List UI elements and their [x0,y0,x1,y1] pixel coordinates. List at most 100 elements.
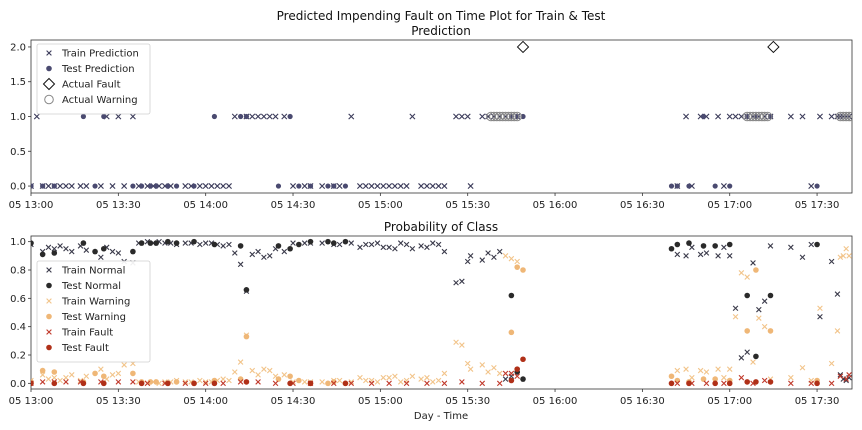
x-tick-label: 05 13:00 [9,396,54,407]
y-tick-label: 0.0 [10,182,26,193]
x-stroke [788,374,794,381]
data-point [130,248,136,255]
x-stroke [336,241,343,248]
x-stroke [83,183,90,190]
data-point [767,243,774,249]
data-point [506,111,517,122]
x-stroke [68,248,75,255]
data-point [418,183,425,190]
x-stroke [721,374,727,381]
data-point [51,380,58,387]
data-point [255,379,261,385]
x-stroke [272,373,279,380]
data-point [130,379,136,385]
x-stroke [738,355,745,361]
data-point [668,183,675,189]
data-point [516,40,530,54]
x-stroke [77,379,84,385]
x-stroke [744,274,750,280]
data-point [237,243,244,249]
data-point [750,359,756,365]
x-stroke [129,113,136,120]
data-point [674,367,681,374]
data-point [674,251,681,258]
data-point [721,374,727,381]
data-point [715,113,722,120]
data-point [744,328,750,334]
data-point [296,183,302,189]
x-stroke [348,380,355,387]
data-point [237,379,244,385]
y-tick-label: 0.5 [10,147,26,158]
data-point [744,274,750,280]
data-point [68,183,75,190]
x-stroke [290,183,297,190]
x-stroke [418,376,424,382]
x-stroke [39,379,46,385]
legend-label: Test Prediction [61,64,135,75]
x-stroke [837,254,844,261]
data-point [814,241,820,248]
x-stroke [721,244,727,251]
x-stroke [33,113,40,120]
x-stroke [255,379,261,385]
data-point [828,380,835,387]
data-point [464,360,471,367]
data-point [45,244,52,251]
x-stroke [738,374,745,381]
data-point [837,373,844,380]
data-point [260,113,267,120]
x-stroke [403,241,410,248]
x-stroke [479,380,486,387]
x-stroke [281,113,288,120]
data-point [787,113,794,120]
x-tick-label: 05 14:00 [183,200,228,211]
x-stroke [464,258,471,265]
data-point [380,244,387,251]
x-stroke [357,374,363,381]
data-point [249,367,256,374]
data-point [403,380,410,387]
data-point [100,373,107,380]
data-point [712,183,718,189]
x-stroke [808,183,815,190]
data-point [761,298,768,304]
data-point [331,183,337,189]
x-stroke [348,240,355,246]
data-point [348,380,355,387]
data-point [668,373,675,380]
x-stroke [231,113,238,120]
x-stroke [726,253,733,259]
x-stroke [255,372,261,378]
data-point [441,370,448,377]
x-stroke [374,183,381,190]
x-stroke [232,250,238,256]
x-stroke [441,183,448,190]
data-point [272,380,279,387]
data-point [368,380,375,387]
data-point [424,244,430,251]
data-point [397,183,404,190]
data-point [31,240,34,246]
data-point [726,380,733,387]
x-stroke [260,113,267,120]
x-stroke [837,373,844,380]
data-point [397,379,404,385]
x-stroke [98,254,104,261]
x-stroke [721,380,727,387]
x-stroke [837,372,844,378]
data-point [753,379,759,385]
x-stroke [424,244,430,251]
x-tick-label: 05 15:30 [445,200,490,211]
x-stroke [508,255,515,262]
data-point [243,333,250,340]
x-stroke [496,370,503,377]
data-point [767,328,774,334]
data-point [514,264,520,270]
x-stroke [788,244,794,251]
x-stroke [386,183,393,190]
x-stroke [301,240,308,246]
data-point [689,244,695,251]
x-stroke [828,113,835,120]
probability-plot: 0.0 0.2 0.4 0.6 0.8 1.0 05 13:00 05 13:30 05 14:… [9,235,853,407]
